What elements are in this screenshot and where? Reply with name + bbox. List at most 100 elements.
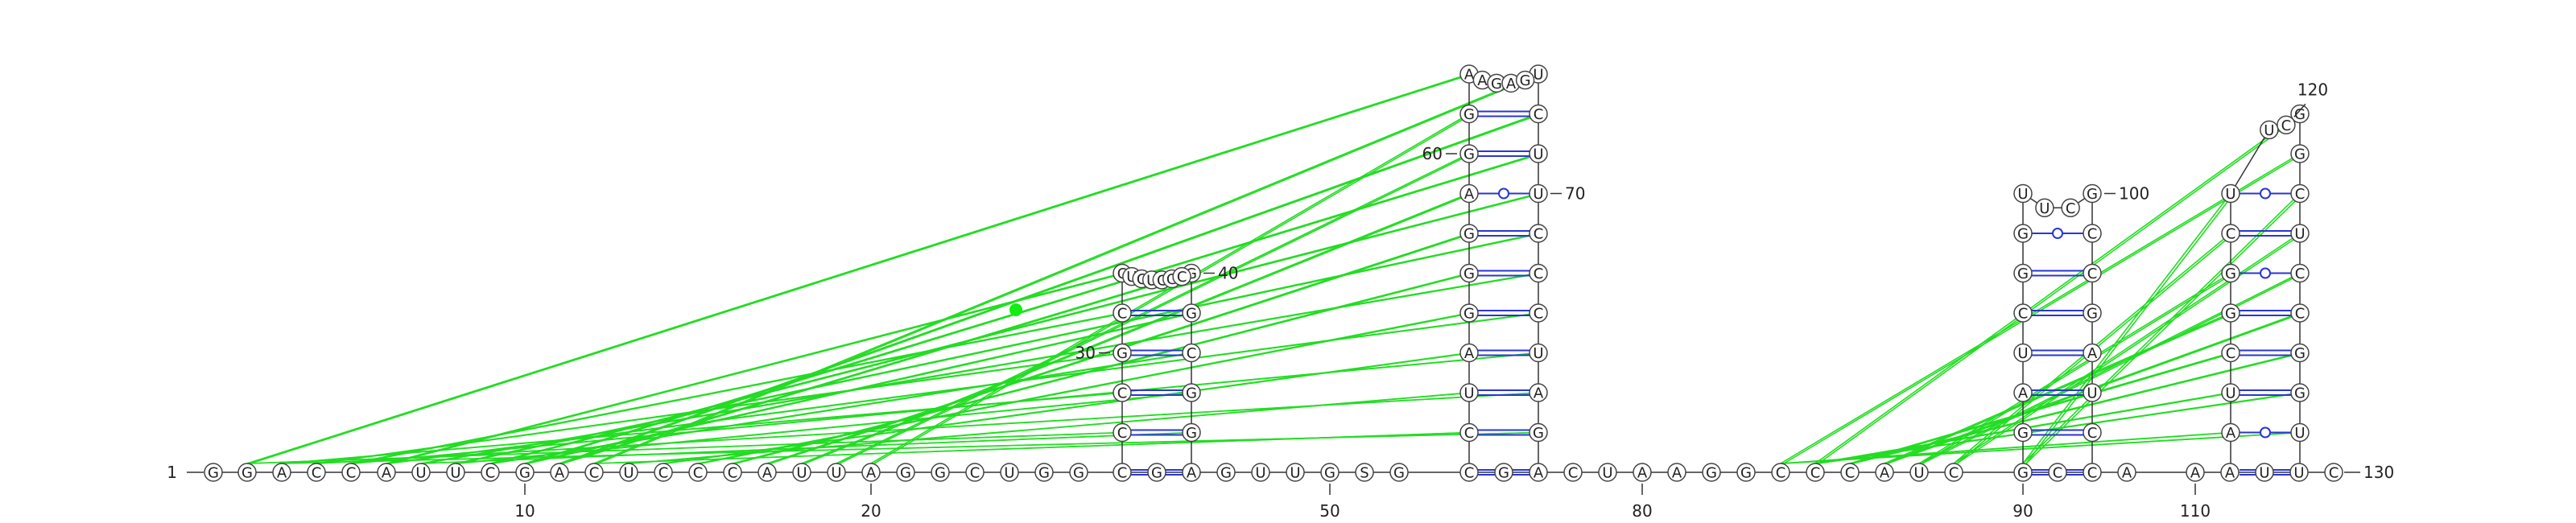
hairpin-4-right-nucleotide bbox=[2290, 144, 2310, 163]
hairpin-3-loop-nucleotide bbox=[2035, 198, 2054, 218]
nucleotide-letter: G bbox=[208, 465, 219, 482]
pseudoknot-link bbox=[1849, 352, 2301, 464]
nucleotide-letter: G bbox=[1463, 226, 1475, 243]
gu-pair-dot bbox=[2052, 228, 2063, 239]
hairpin-3-left-nucleotide bbox=[2013, 383, 2033, 402]
nucleotide-letter: A bbox=[555, 465, 565, 482]
baseline-nucleotide bbox=[688, 463, 708, 482]
hairpin-3-right-nucleotide bbox=[2083, 422, 2102, 443]
hairpin-4-right-nucleotide bbox=[2290, 263, 2310, 283]
pseudoknot-link bbox=[489, 192, 1539, 464]
pseudoknot-marker-dot bbox=[1009, 303, 1022, 316]
baseline-nucleotide bbox=[2255, 463, 2274, 482]
nucleotide-letter: A bbox=[277, 465, 287, 482]
nucleotide-letter: U bbox=[2087, 385, 2097, 402]
nucleotide-letter: C bbox=[1949, 465, 1959, 482]
nucleotide-letter: G bbox=[2017, 226, 2029, 243]
baseline-nucleotide bbox=[2324, 463, 2343, 482]
nucleotide-letter: C bbox=[1464, 465, 1475, 482]
hairpin-4-left-nucleotide bbox=[2221, 224, 2240, 243]
baseline-nucleotide bbox=[1320, 463, 1340, 482]
nucleotide-letter: G bbox=[1186, 306, 1197, 323]
pseudoknot-link bbox=[1956, 233, 2304, 464]
nucleotide-letter: G bbox=[1463, 106, 1475, 123]
hairpin-2-left-nucleotide bbox=[1459, 343, 1479, 363]
nucleotide-letter: G bbox=[242, 465, 253, 482]
hairpin-4-left-nucleotide bbox=[2221, 383, 2240, 402]
nucleotide-letter: A bbox=[2225, 465, 2235, 482]
nucleotide-letter: A bbox=[1477, 72, 1488, 89]
hairpin-4-left-nucleotide bbox=[2221, 183, 2240, 204]
hairpin-4-loop-nucleotide bbox=[2277, 115, 2296, 135]
hairpin-4-left-nucleotide bbox=[2221, 303, 2240, 323]
nucleotide-letter: A bbox=[1187, 465, 1197, 482]
nucleotide-letter: U bbox=[2264, 122, 2274, 139]
position-label: 60 bbox=[1422, 144, 1443, 163]
nucleotide-letter: U bbox=[1533, 146, 1543, 163]
hairpin-2-left-nucleotide bbox=[1459, 144, 1479, 163]
nucleotide-letter: C bbox=[1810, 465, 1821, 482]
pseudoknot-link bbox=[458, 233, 1542, 464]
nucleotide-letter: A bbox=[1506, 76, 1517, 93]
position-label: 30 bbox=[1075, 344, 1096, 363]
gu-pair-dot bbox=[2260, 187, 2271, 200]
nucleotide-letter: U bbox=[831, 465, 841, 482]
baseline-nucleotide bbox=[2013, 463, 2033, 482]
nucleotide-letter: U bbox=[2225, 186, 2235, 203]
pseudoknot-link bbox=[246, 73, 1470, 464]
nucleotide-letter: G bbox=[2017, 266, 2029, 282]
nucleotide-letter: C bbox=[485, 465, 496, 482]
baseline-nucleotide bbox=[515, 463, 535, 482]
nucleotide-letter: C bbox=[2053, 465, 2063, 482]
pseudoknot-link bbox=[319, 352, 1126, 464]
pseudoknot-link bbox=[804, 192, 1473, 464]
nucleotide-letter: U bbox=[450, 465, 460, 482]
hairpin-3-right-nucleotide bbox=[2083, 263, 2102, 283]
nucleotide-letter: C bbox=[1534, 106, 1544, 123]
nucleotide-letter: G bbox=[1220, 465, 1232, 482]
baseline-nucleotide bbox=[965, 463, 985, 482]
hairpin-1-right-nucleotide bbox=[1182, 343, 1201, 363]
pseudoknot-link bbox=[389, 312, 1542, 464]
baseline-nucleotide bbox=[1909, 463, 1929, 482]
pseudoknot-link bbox=[353, 352, 1542, 464]
hairpin-1-left-nucleotide bbox=[1113, 303, 1132, 323]
nucleotide-letter: G bbox=[2225, 306, 2236, 323]
hairpin-3-left-nucleotide bbox=[2013, 224, 2033, 243]
nucleotide-letter: C bbox=[2329, 465, 2339, 482]
nucleotide-letter: G bbox=[1324, 465, 1335, 482]
baseline-nucleotide bbox=[1216, 463, 1236, 482]
hairpin-2-left-nucleotide bbox=[1459, 104, 1479, 124]
hairpin-2-left-nucleotide bbox=[1459, 303, 1479, 323]
baseline-nucleotide bbox=[341, 463, 361, 482]
nucleotide-letter: U bbox=[2259, 465, 2269, 482]
baseline-nucleotide bbox=[861, 463, 881, 482]
baseline-nucleotide bbox=[1113, 463, 1132, 482]
nucleotide-letter: U bbox=[1602, 465, 1612, 482]
nucleotide-letter: C bbox=[1464, 425, 1475, 442]
nucleotide-letter: C bbox=[1187, 345, 1197, 362]
position-label: 120 bbox=[2297, 80, 2328, 99]
nucleotide-letter: A bbox=[1464, 345, 1475, 362]
baseline-nucleotide bbox=[2083, 463, 2102, 482]
nucleotide-letter: G bbox=[1520, 72, 1531, 89]
baseline-nucleotide bbox=[758, 463, 777, 482]
baseline-nucleotide bbox=[1667, 463, 1686, 482]
nucleotide-letter: C bbox=[1568, 465, 1579, 482]
nucleotide-letter: G bbox=[1151, 465, 1162, 482]
hairpin-4-left-nucleotide bbox=[2221, 263, 2240, 283]
pseudoknot-link bbox=[1852, 352, 2304, 464]
pseudoknot-link bbox=[1783, 153, 2304, 464]
hairpin-3-left-nucleotide bbox=[2013, 422, 2033, 443]
nucleotide-letter: U bbox=[1463, 385, 1474, 402]
nucleotide-letter: G bbox=[2294, 345, 2306, 362]
nucleotide-letter: U bbox=[2225, 385, 2235, 402]
hairpin-1-loop-nucleotide bbox=[1172, 266, 1191, 286]
hairpin-1-left-nucleotide bbox=[1113, 422, 1132, 443]
gu-pair-dot bbox=[1498, 187, 1509, 200]
nucleotide-letter: G bbox=[1186, 385, 1197, 402]
hairpin-3-right-nucleotide bbox=[2083, 303, 2102, 323]
nucleotide-letter: G bbox=[1393, 465, 1405, 482]
hairpin-2-right-nucleotide bbox=[1529, 383, 1548, 402]
